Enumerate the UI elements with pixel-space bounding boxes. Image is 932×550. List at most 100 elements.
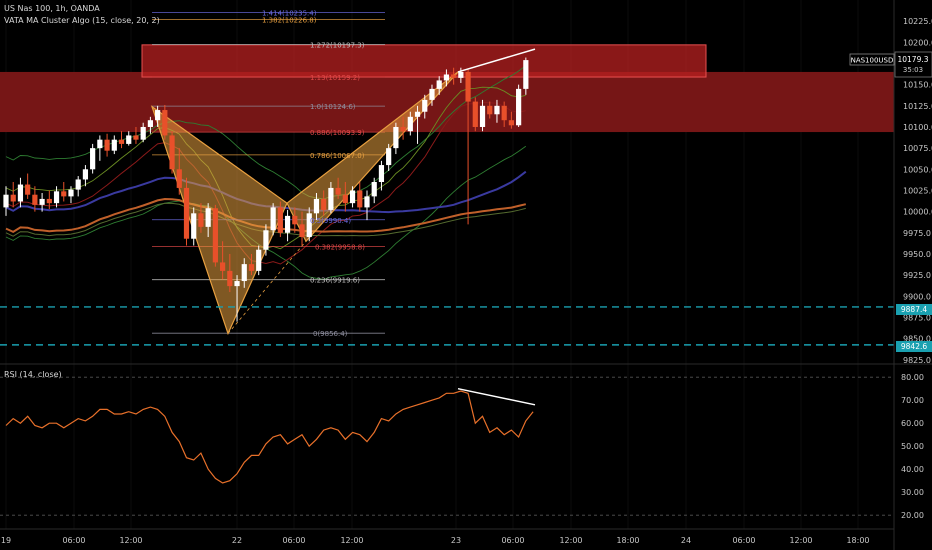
time-tick-label: 18:00 bbox=[616, 536, 639, 545]
price-tick-label: 9950.0 bbox=[903, 250, 931, 259]
time-axis: 19 06:00 12:00 22 06:00 12:00 23 06:00 12:00 18:0… bbox=[1, 536, 870, 545]
time-tick-label: 19 bbox=[1, 536, 11, 545]
fibonacci-labels: 1.414(10235.4)1.382(10226.8) 1.272(10197.… bbox=[262, 9, 365, 338]
candle-body bbox=[357, 190, 363, 208]
candle-body bbox=[263, 230, 269, 250]
candle-body bbox=[234, 281, 240, 287]
price-tick-label: 10075.0 bbox=[903, 144, 932, 153]
fib-label: 1.414(10235.4) bbox=[262, 9, 317, 17]
candle-body bbox=[400, 126, 406, 132]
candle-body bbox=[284, 215, 291, 233]
candle-body bbox=[335, 187, 341, 195]
price-tick-label: 9975.0 bbox=[903, 229, 931, 238]
candle-body bbox=[17, 184, 24, 202]
candle-body bbox=[342, 194, 348, 204]
candle-body bbox=[472, 101, 478, 127]
price-tick-label: 10025.0 bbox=[903, 186, 932, 195]
rsi-panel bbox=[0, 376, 894, 516]
candle-body bbox=[292, 215, 298, 225]
rsi-divergence-line bbox=[457, 387, 536, 406]
candle-body bbox=[436, 80, 442, 89]
candle-body bbox=[458, 71, 464, 78]
candles bbox=[3, 57, 529, 322]
candle-body bbox=[61, 191, 67, 197]
candle-body bbox=[75, 179, 81, 190]
candle-body bbox=[133, 135, 139, 140]
candle-body bbox=[111, 139, 117, 151]
rsi-tick-label: 60.00 bbox=[901, 419, 924, 428]
candle-body bbox=[176, 169, 182, 188]
time-tick-label: 12:00 bbox=[340, 536, 363, 545]
candle-body bbox=[241, 264, 247, 282]
pattern-ac bbox=[227, 240, 307, 334]
candle-body bbox=[256, 249, 262, 271]
last-price-badge: 10179.3 35:03 bbox=[894, 51, 932, 78]
candle-body bbox=[328, 187, 334, 210]
candle-body bbox=[443, 74, 450, 81]
candle-body bbox=[494, 105, 500, 115]
time-tick-label: 18:00 bbox=[846, 536, 869, 545]
candle-body bbox=[479, 105, 486, 127]
candle-body bbox=[248, 264, 255, 271]
rsi-line bbox=[5, 390, 534, 484]
candle-body bbox=[364, 196, 370, 208]
candle-body bbox=[306, 213, 312, 238]
price-tick-label: 10000.0 bbox=[903, 208, 932, 217]
candle-body bbox=[140, 126, 146, 140]
svg-text:35:03: 35:03 bbox=[903, 66, 923, 74]
price-tick-label: 10200.0 bbox=[903, 38, 932, 47]
rsi-tick-label: 40.00 bbox=[901, 465, 924, 474]
price-tick-label: 9825.0 bbox=[903, 356, 931, 365]
price-tick-label: 10050.0 bbox=[903, 165, 932, 174]
fib-label: 0.786(10067.0) bbox=[310, 152, 365, 160]
symbol-legend: US Nas 100, 1h, OANDA bbox=[4, 4, 100, 13]
rsi-tick-label: 20.00 bbox=[901, 511, 924, 520]
time-tick-label: 06:00 bbox=[732, 536, 755, 545]
candle-body bbox=[393, 126, 399, 149]
fib-label: 0.5(9990.4) bbox=[310, 217, 351, 225]
horizontal-levels bbox=[0, 306, 894, 346]
rsi-tick-label: 50.00 bbox=[901, 442, 924, 451]
candle-body bbox=[191, 213, 197, 239]
candle-body bbox=[487, 105, 493, 115]
time-tick-label: 06:00 bbox=[62, 536, 85, 545]
time-tick-label: 12:00 bbox=[789, 536, 812, 545]
fibonacci-levels bbox=[152, 11, 385, 334]
candle-body bbox=[414, 111, 421, 117]
candle-body bbox=[313, 198, 320, 214]
candle-body bbox=[227, 270, 233, 287]
candle-body bbox=[169, 135, 175, 170]
candle-body bbox=[46, 198, 52, 204]
candle-body bbox=[68, 189, 74, 197]
symbol-badge: NAS100USD bbox=[849, 53, 895, 66]
price-tick-label: 9850.0 bbox=[903, 335, 931, 344]
fib-label: 1.0(10124.6) bbox=[310, 103, 356, 111]
price-tick-label: 10225.0 bbox=[903, 17, 932, 26]
candle-body bbox=[25, 184, 31, 195]
candle-body bbox=[321, 198, 327, 210]
candle-body bbox=[299, 224, 305, 238]
fib-label: 0(9856.4) bbox=[313, 330, 348, 338]
fib-label: 1.272(10197.3) bbox=[310, 42, 365, 50]
fib-label: 1.13(10159.2) bbox=[310, 74, 360, 82]
candle-body bbox=[349, 190, 356, 204]
price-tick-label: 9875.0 bbox=[903, 313, 931, 322]
candle-body bbox=[378, 165, 385, 182]
fib-label: 1.382(10226.8) bbox=[262, 17, 317, 25]
candle-body bbox=[32, 194, 38, 205]
candle-body bbox=[212, 208, 218, 263]
price-tick-label: 9925.0 bbox=[903, 271, 931, 280]
candle-body bbox=[198, 213, 204, 227]
candle-body bbox=[3, 194, 9, 208]
rsi-tick-label: 80.00 bbox=[901, 373, 924, 382]
time-tick-label: 12:00 bbox=[119, 536, 142, 545]
svg-text:9842.6: 9842.6 bbox=[901, 342, 927, 351]
candle-body bbox=[516, 88, 522, 126]
rsi-tick-label: 30.00 bbox=[901, 488, 924, 497]
candle-body bbox=[118, 139, 125, 144]
time-tick-label: 24 bbox=[681, 536, 691, 545]
fib-label: 0.886(10093.9) bbox=[310, 129, 365, 137]
price-tick-label: 10125.0 bbox=[903, 102, 932, 111]
time-tick-label: 23 bbox=[451, 536, 461, 545]
